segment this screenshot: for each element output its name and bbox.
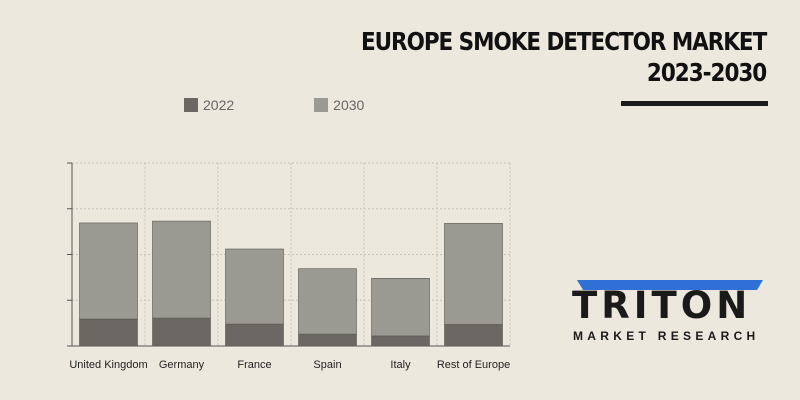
- logo-accent-bar: [577, 280, 763, 290]
- legend-label-2030: 2030: [333, 97, 365, 113]
- x-tick-label: Germany: [159, 359, 205, 371]
- bar-2030-germany: [152, 220, 211, 319]
- chart-title-line2: 2023-2030: [646, 58, 767, 87]
- legend-item-2030: 2030: [314, 97, 364, 113]
- bar-2030-rest-of-europe: [444, 223, 503, 325]
- logo-wordmark: TRITON: [572, 284, 752, 327]
- x-tick-label: United Kingdom: [69, 359, 147, 371]
- legend-swatch-2022: [184, 98, 198, 112]
- chart-title: EUROPE SMOKE DETECTOR MARKET 2023-2030: [360, 26, 767, 88]
- bar-2030-france: [225, 248, 284, 325]
- x-tick-label: Spain: [313, 359, 341, 371]
- chart-title-line1: EUROPE SMOKE DETECTOR MARKET: [360, 27, 767, 56]
- legend-label-2022: 2022: [203, 97, 235, 113]
- legend-item-2022: 2022: [184, 97, 234, 113]
- triton-logo: TRITON MARKET RESEARCH: [572, 280, 768, 346]
- bar-2030-united-kingdom: [79, 222, 138, 320]
- logo-subtitle: MARKET RESEARCH: [573, 329, 760, 343]
- bar-2022-united-kingdom: [79, 318, 138, 347]
- x-tick-label: Italy: [390, 359, 411, 371]
- bar-2022-rest-of-europe: [444, 324, 503, 347]
- x-tick-label: France: [237, 359, 271, 371]
- bar-2030-italy: [371, 277, 430, 337]
- bar-2022-france: [225, 323, 284, 347]
- title-underline: [621, 101, 768, 106]
- x-tick-label: Rest of Europe: [437, 359, 510, 371]
- bar-2030-spain: [298, 268, 357, 335]
- legend-swatch-2030: [314, 98, 329, 112]
- bar-2022-italy: [371, 335, 430, 347]
- bar-2022-spain: [298, 333, 357, 347]
- chart-legend: 2022 2030: [184, 97, 364, 113]
- bar-2022-germany: [152, 317, 211, 347]
